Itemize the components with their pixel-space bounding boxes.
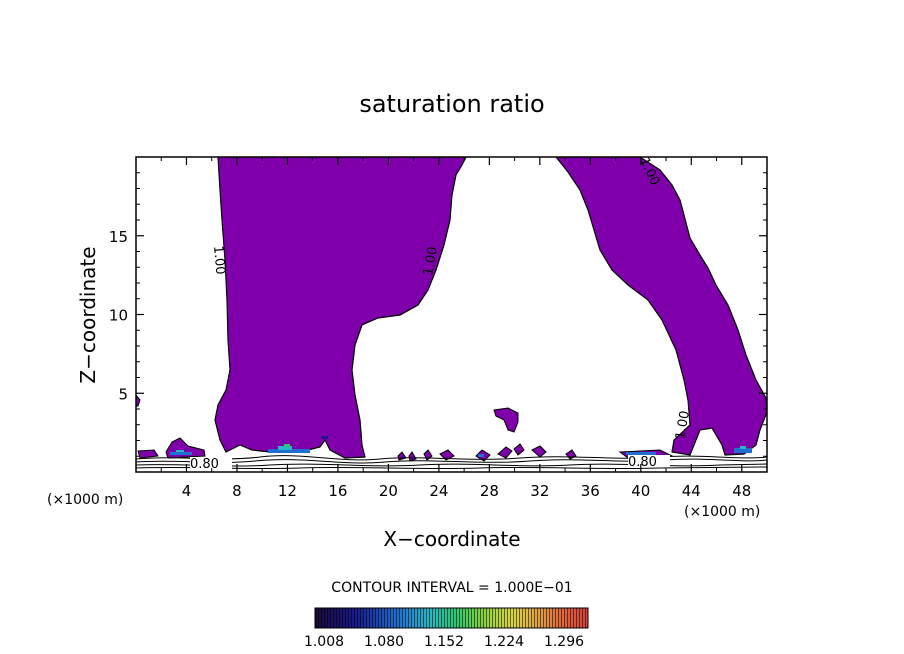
high-saturation-specks (170, 436, 752, 457)
colorbar-tick-label: 1.296 (544, 634, 584, 650)
y-tick-label: 10 (109, 307, 128, 325)
x-tick-label: 44 (682, 482, 701, 500)
y-tick-label: 15 (109, 228, 128, 246)
x-axis-ticks: 4 8 12 16 20 24 28 32 36 40 44 48 (160, 157, 751, 500)
x-tick-label: 36 (581, 482, 600, 500)
y-axis-ticks: 5 10 15 (109, 172, 767, 457)
chart-title: saturation ratio (359, 90, 544, 118)
contour-label: 0.80 (190, 457, 219, 472)
x-tick-label: 40 (631, 482, 650, 500)
y-tick-label: 5 (118, 385, 128, 403)
x-tick-label: 8 (232, 482, 242, 500)
contour-label: 1.00 (673, 410, 693, 441)
x-tick-label: 4 (182, 482, 192, 500)
contour-blob (493, 407, 519, 433)
x-tick-label: 16 (328, 482, 347, 500)
x-axis-title: X−coordinate (383, 527, 520, 551)
x-tick-label: 24 (429, 482, 448, 500)
colorbar-tick-label: 1.152 (424, 634, 464, 650)
x-tick-label: 20 (379, 482, 398, 500)
contour-label: 1.00 (421, 246, 441, 277)
colorbar-tick-label: 1.224 (484, 634, 524, 650)
y-axis-title: Z−coordinate (76, 246, 100, 383)
x-tick-label: 48 (732, 482, 751, 500)
contour-field (136, 157, 767, 470)
contour-label: 1.00 (210, 245, 227, 275)
colorbar: 1.008 1.080 1.152 1.224 1.296 (304, 607, 589, 650)
x-tick-label: 28 (480, 482, 499, 500)
colorbar-tick-label: 1.008 (304, 634, 344, 650)
contour-region-left (214, 157, 467, 459)
contour-edge-blob (136, 394, 141, 407)
x-tick-label: 12 (278, 482, 297, 500)
x-unit-left: (×1000 m) (47, 492, 123, 508)
contour-label: 0.80 (628, 455, 657, 470)
colorbar-tick-label: 1.080 (364, 634, 404, 650)
x-tick-label: 32 (530, 482, 549, 500)
contour-interval: CONTOUR INTERVAL = 1.000E−01 (331, 580, 572, 596)
contour-region-right (555, 157, 767, 456)
x-unit-right: (×1000 m) (684, 504, 760, 520)
